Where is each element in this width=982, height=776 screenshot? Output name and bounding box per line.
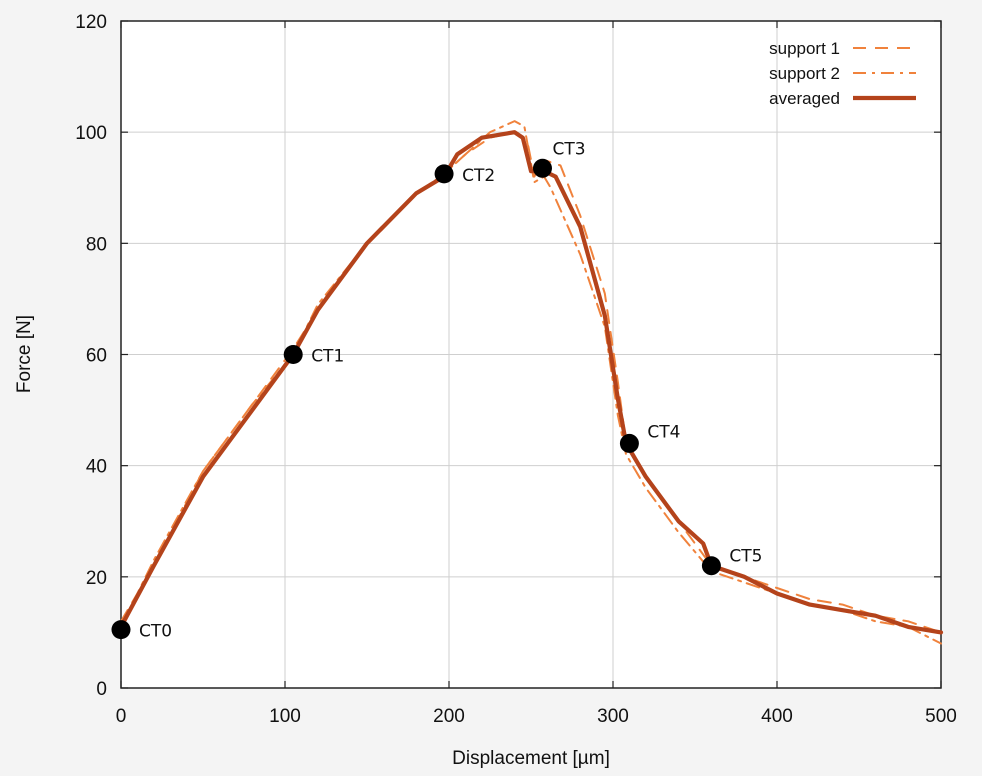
checkpoint-label: CT3 xyxy=(552,139,585,159)
y-tick-label: 60 xyxy=(86,346,107,367)
y-tick-label: 0 xyxy=(96,679,107,700)
y-tick-label: 100 xyxy=(75,123,107,144)
y-tick-label: 20 xyxy=(86,568,107,589)
y-tick-label: 80 xyxy=(86,234,107,255)
x-tick-label: 100 xyxy=(269,706,301,727)
x-tick-label: 300 xyxy=(597,706,629,727)
y-tick-label: 40 xyxy=(86,457,107,478)
x-tick-label: 500 xyxy=(925,706,957,727)
checkpoint-marker xyxy=(111,620,131,640)
legend-label: support 1 xyxy=(769,39,840,58)
legend-label: averaged xyxy=(769,89,840,108)
checkpoint-markers: CT0 CT1 CT2 CT3 CT4 CT5 xyxy=(111,139,762,642)
checkpoint-label: CT1 xyxy=(311,347,344,367)
legend-label: support 2 xyxy=(769,64,840,83)
checkpoint-marker xyxy=(619,433,639,453)
checkpoint-marker xyxy=(701,556,721,576)
legend: support 1 support 2 averaged xyxy=(769,39,916,108)
checkpoint-label: CT5 xyxy=(729,547,762,567)
checkpoint-marker xyxy=(283,345,303,364)
x-tick-label: 0 xyxy=(116,706,127,727)
series-line-3 xyxy=(118,130,944,635)
y-axis-title: Force [N] xyxy=(14,315,35,393)
x-tick-label: 200 xyxy=(433,706,465,727)
x-axis-title: Displacement [µm] xyxy=(452,748,610,769)
x-axis-ticks: 0 100 200 300 400 500 xyxy=(116,21,957,727)
checkpoint-label: CT0 xyxy=(139,622,172,642)
checkpoint-marker xyxy=(532,158,552,178)
series-lines xyxy=(118,120,944,645)
y-tick-label: 120 xyxy=(75,12,107,33)
checkpoint-label: CT2 xyxy=(462,166,495,186)
checkpoint-label: CT4 xyxy=(647,422,680,442)
checkpoint-marker xyxy=(434,164,454,184)
x-tick-label: 400 xyxy=(761,706,793,727)
y-axis-ticks: 0 20 40 60 80 100 120 xyxy=(75,12,941,700)
